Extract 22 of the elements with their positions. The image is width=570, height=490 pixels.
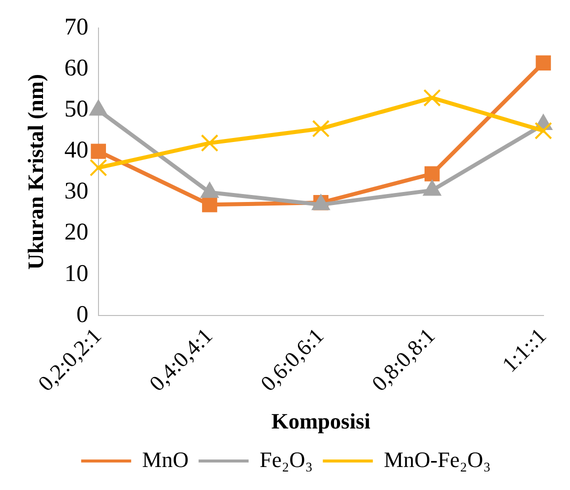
point: [536, 55, 551, 70]
y-tick-label: 30: [64, 178, 88, 205]
legend-label: Fe₂O₃: [260, 446, 313, 472]
y-tick-label: 70: [64, 14, 88, 40]
x-axis-title: Komposisi: [271, 408, 370, 434]
y-tick-label: 0: [76, 302, 88, 328]
point: [90, 144, 106, 159]
point: [312, 120, 330, 138]
y-axis-title: Ukuran Kristal (nm): [22, 74, 48, 270]
y-tick-label: 50: [64, 96, 88, 122]
y-tick-label: 10: [64, 260, 88, 287]
point: [423, 89, 441, 107]
legend-label: MnO-Fe₂O₃: [384, 446, 491, 472]
legend-label: MnO: [142, 446, 189, 472]
y-tick-label: 20: [64, 220, 88, 246]
y-tick-label: 40: [64, 138, 88, 164]
point: [200, 134, 218, 152]
point: [90, 158, 108, 176]
point: [534, 122, 552, 140]
point: [202, 197, 218, 212]
y-tick-label: 60: [64, 55, 88, 82]
point: [424, 166, 440, 182]
